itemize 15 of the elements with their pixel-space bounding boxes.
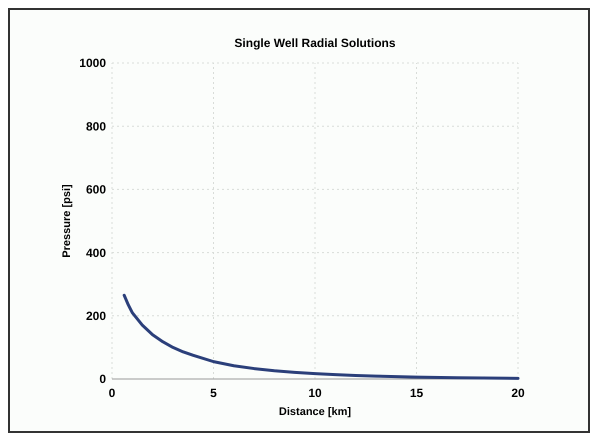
x-tick-label: 20 (511, 386, 525, 400)
chart-title: Single Well Radial Solutions (234, 36, 396, 50)
y-tick-label: 200 (86, 309, 106, 323)
y-tick-label: 0 (99, 372, 106, 386)
y-tick-label: 800 (86, 119, 106, 134)
y-axis-title: Pressure [psi] (61, 184, 73, 258)
x-tick-label: 10 (308, 386, 322, 400)
y-tick-label: 600 (86, 182, 106, 197)
x-tick-label: 15 (410, 386, 424, 400)
y-tick-label: 1000 (79, 56, 106, 70)
x-tick-label: 0 (108, 386, 116, 400)
x-tick-label: 5 (210, 386, 218, 400)
y-tick-label: 400 (86, 246, 106, 260)
x-axis-title: Distance [km] (278, 406, 352, 418)
line-series (122, 294, 520, 380)
